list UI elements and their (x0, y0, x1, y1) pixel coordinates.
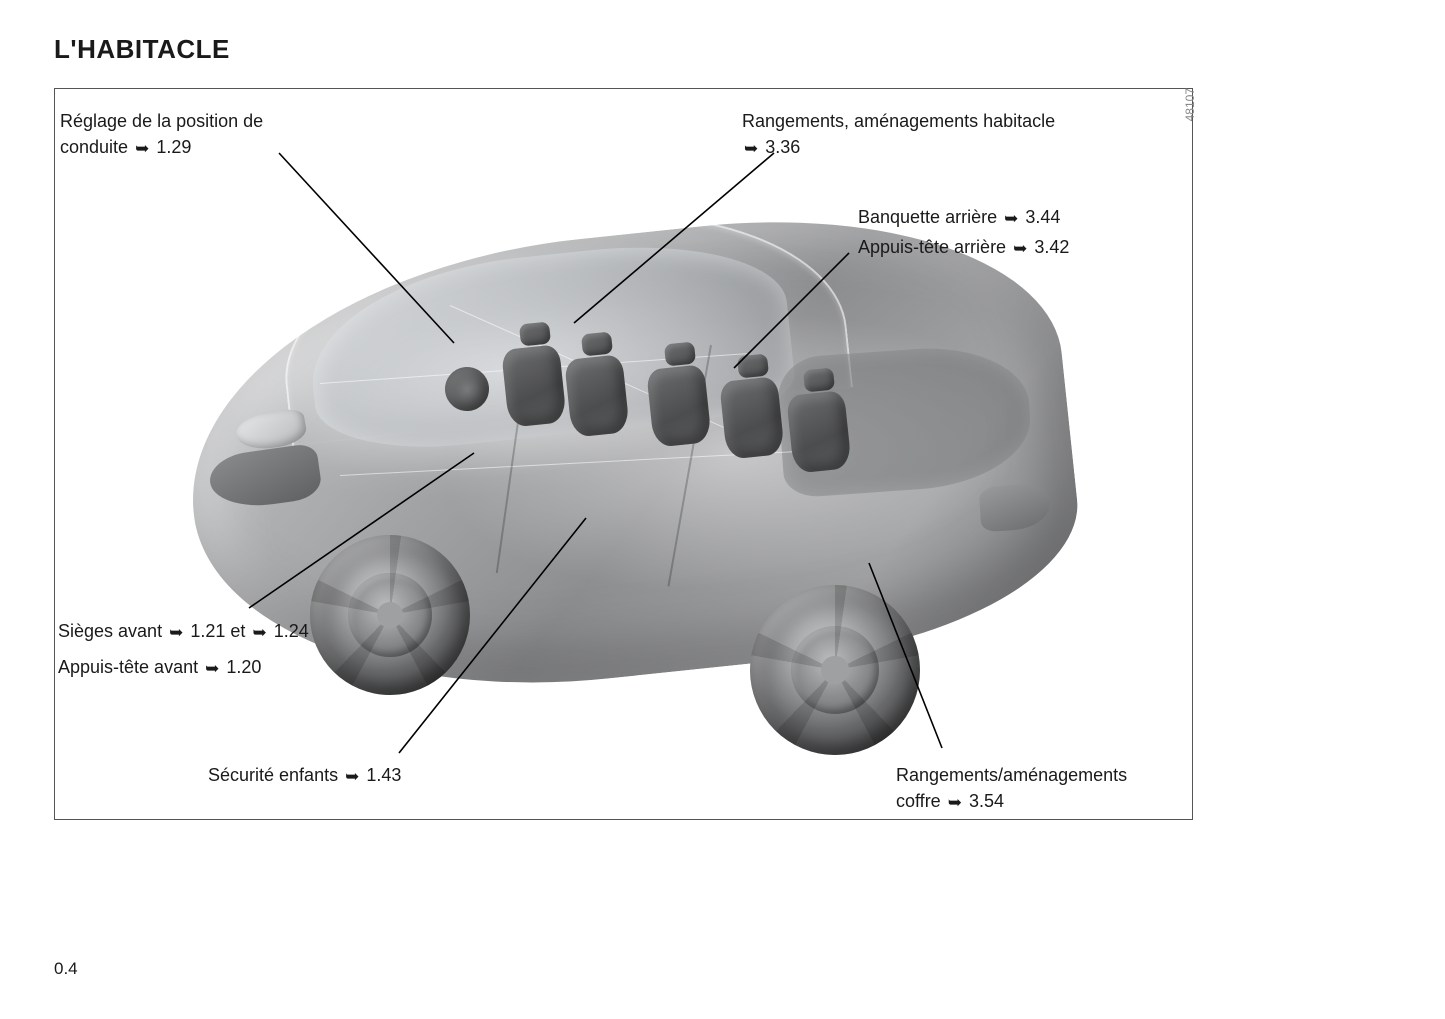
callout-ref: 1.21 (190, 621, 225, 641)
callout-child-safety: Sécurité enfants ➥ 1.43 (208, 762, 401, 789)
callout-text: et (230, 621, 245, 641)
callout-text: Sièges avant (58, 621, 162, 641)
arrow-icon: ➥ (205, 657, 219, 682)
callout-text: Réglage de la position de (60, 111, 263, 131)
rear-seat-shape (719, 376, 785, 460)
callout-driving-position: Réglage de la position de conduite ➥ 1.2… (60, 108, 263, 161)
rear-headrest-shape (737, 353, 769, 378)
arrow-icon: ➥ (169, 621, 183, 646)
rear-wheel (750, 585, 920, 755)
rear-seat-shape (646, 364, 712, 448)
arrow-icon: ➥ (252, 621, 266, 646)
callout-front-headrest: Appuis-tête avant ➥ 1.20 (58, 654, 261, 681)
page-title: L'HABITACLE (54, 34, 230, 65)
callout-ref: 1.43 (366, 765, 401, 785)
front-seat-shape (564, 354, 630, 438)
callout-rear-bench: Banquette arrière ➥ 3.44 (858, 204, 1060, 231)
callout-text: conduite (60, 137, 128, 157)
callout-ref: 3.36 (765, 137, 800, 157)
rear-headrest-shape (803, 367, 835, 392)
arrow-icon: ➥ (1013, 237, 1027, 262)
callout-ref: 3.44 (1025, 207, 1060, 227)
callout-boot-storage: Rangements/aménagements coffre ➥ 3.54 (896, 762, 1127, 815)
page: L'HABITACLE 48107 (0, 0, 1445, 1019)
callout-storage-interior: Rangements, aménagements habitacle ➥ 3.3… (742, 108, 1055, 161)
callout-text: Sécurité enfants (208, 765, 338, 785)
callout-ref: 3.42 (1034, 237, 1069, 257)
arrow-icon: ➥ (345, 765, 359, 790)
image-code: 48107 (1183, 88, 1197, 121)
callout-text: Appuis-tête arrière (858, 237, 1006, 257)
callout-text: Appuis-tête avant (58, 657, 198, 677)
callout-front-seats: Sièges avant ➥ 1.21 et ➥ 1.24 (58, 618, 309, 645)
rear-seat-shape (786, 390, 852, 474)
arrow-icon: ➥ (948, 791, 962, 816)
callout-text: Rangements/aménagements (896, 765, 1127, 785)
front-headrest-shape (581, 331, 613, 356)
callout-text: Rangements, aménagements habitacle (742, 111, 1055, 131)
callout-text: Banquette arrière (858, 207, 997, 227)
front-wheel (310, 535, 470, 695)
callout-ref: 1.20 (226, 657, 261, 677)
callout-ref: 3.54 (969, 791, 1004, 811)
front-seat-shape (501, 344, 567, 428)
front-headrest-shape (519, 321, 551, 346)
rear-headrest-shape (664, 341, 696, 366)
callout-ref: 1.29 (156, 137, 191, 157)
callout-text: coffre (896, 791, 941, 811)
arrow-icon: ➥ (744, 137, 758, 162)
page-number: 0.4 (54, 959, 78, 979)
arrow-icon: ➥ (1004, 207, 1018, 232)
callout-rear-headrest: Appuis-tête arrière ➥ 3.42 (858, 234, 1069, 261)
callout-ref: 1.24 (274, 621, 309, 641)
arrow-icon: ➥ (135, 137, 149, 162)
